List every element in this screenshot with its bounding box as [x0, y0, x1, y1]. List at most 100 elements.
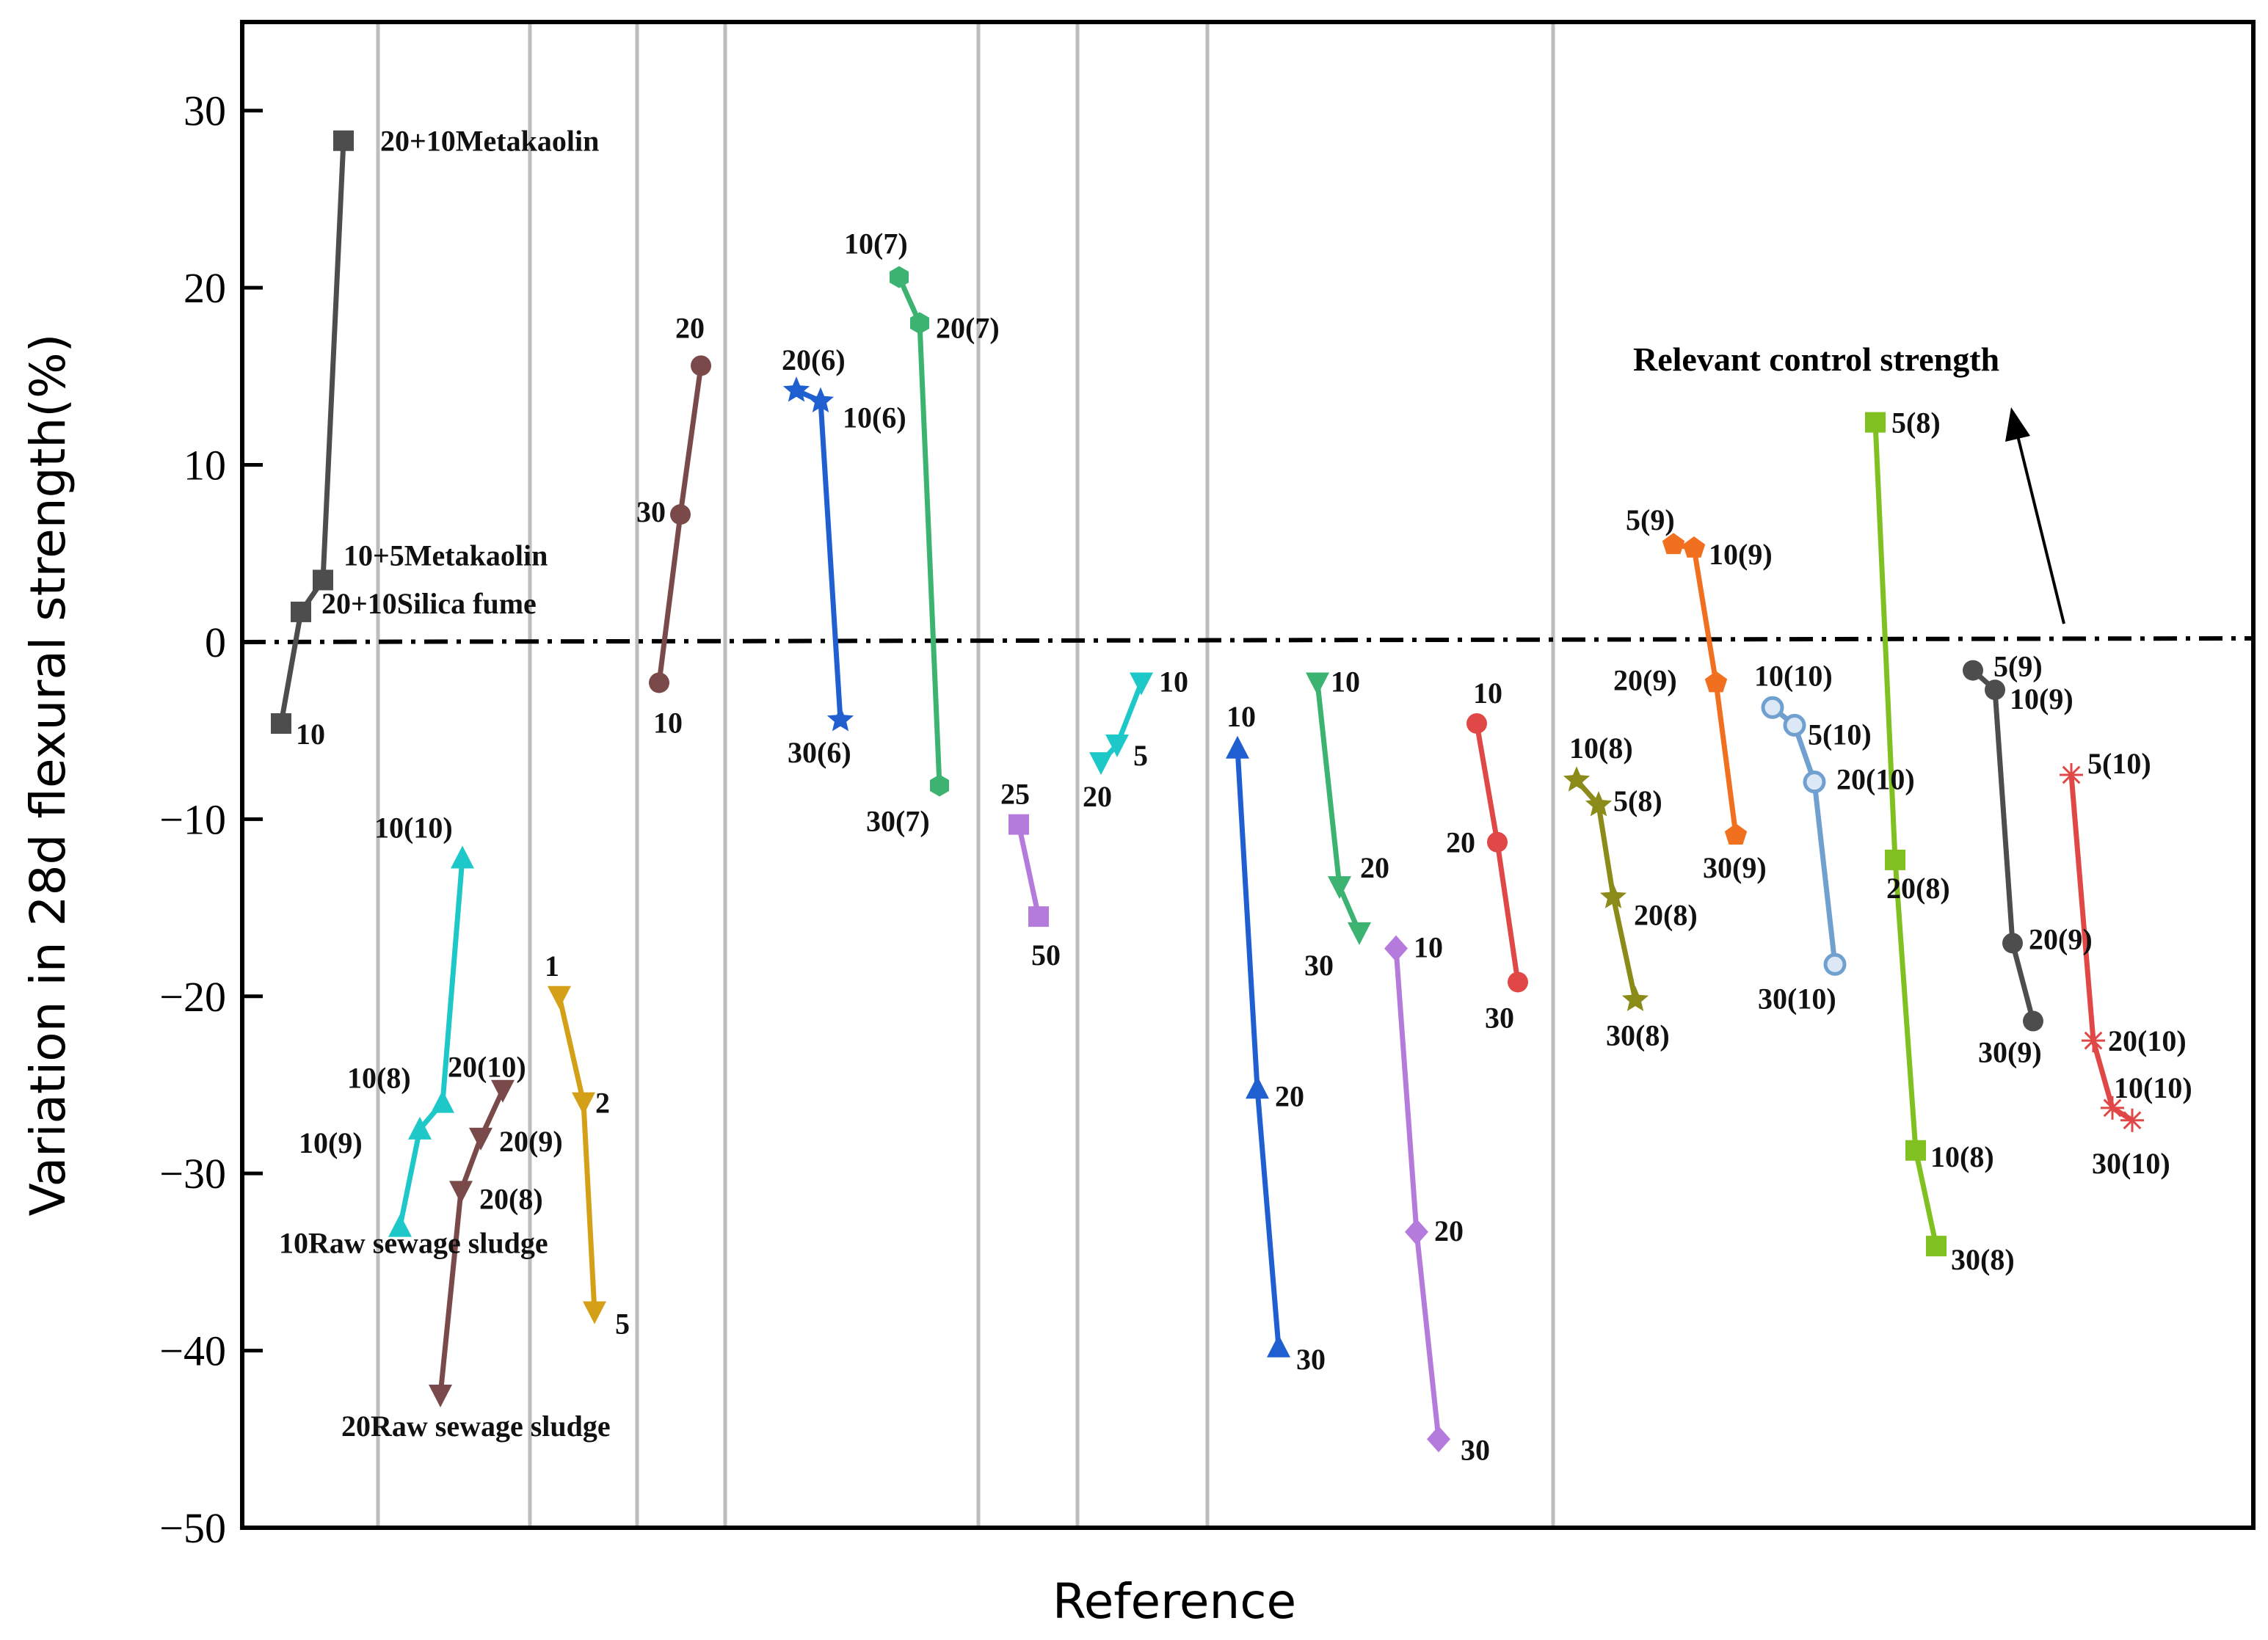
series-18-point-4	[2023, 1010, 2043, 1032]
series-15-point-2	[1682, 536, 1706, 558]
x-axis-label: Reference	[1053, 1573, 1296, 1630]
series-5-point-1	[649, 672, 669, 693]
series-3-line	[437, 1089, 506, 1396]
series-17-label-3: 10(8)	[1930, 1140, 1994, 1173]
series-2-point-3	[431, 1090, 454, 1113]
series-2-point-2	[408, 1116, 432, 1140]
series-6-label-1: 20(6)	[782, 343, 846, 376]
series-7-point-2	[910, 312, 929, 335]
series-6	[782, 376, 854, 732]
series-8-point-2	[1028, 906, 1049, 927]
series-12-point-3	[1427, 1426, 1450, 1453]
series-11-point-2	[1328, 876, 1351, 900]
series-18-point-1	[1963, 660, 1983, 681]
series-17-label-4: 30(8)	[1951, 1243, 2015, 1276]
series-9-point-3	[1130, 672, 1153, 696]
series-10	[1226, 735, 1290, 1357]
series-2-label-1: 10Raw sewage sludge	[279, 1227, 548, 1260]
series-2-label-3: 10(8)	[347, 1062, 411, 1095]
series-3-label-3: 20(9)	[499, 1125, 563, 1158]
series-19-point-2-stroke-3	[2084, 1031, 2103, 1050]
series-11-label-1: 10	[1331, 665, 1360, 698]
series-19	[2060, 763, 2144, 1132]
series-12-label-2: 20	[1434, 1214, 1464, 1247]
series-19-label-3: 10(10)	[2114, 1071, 2192, 1104]
series-4-point-3	[583, 1301, 606, 1324]
series-15-label-3: 20(9)	[1613, 663, 1677, 696]
series-19-point-1-stroke-3	[2062, 765, 2081, 784]
series-6-point-2	[807, 387, 835, 412]
group-separators	[376, 22, 1555, 1528]
series-13-point-3	[1508, 972, 1528, 993]
control-annotation-arrow-head	[2005, 407, 2030, 442]
series-19-label-2: 20(10)	[2108, 1024, 2187, 1057]
series-18	[1963, 660, 2043, 1032]
series-6-point-1	[782, 376, 810, 402]
series-14-point-2	[1585, 791, 1613, 817]
series-16	[1761, 696, 1847, 976]
series-4-point-2	[572, 1092, 595, 1115]
series-14-label-1: 10(8)	[1569, 732, 1633, 765]
series-15-label-2: 10(9)	[1709, 538, 1773, 571]
series-18-point-3	[2002, 933, 2023, 954]
series-10-point-1	[1226, 735, 1249, 759]
series-2-label-2: 10(9)	[299, 1126, 363, 1159]
series-18-label-1: 5(9)	[1993, 650, 2043, 683]
series-7-label-2: 20(7)	[936, 311, 1000, 344]
series-7-point-1	[890, 266, 909, 288]
series-layer	[271, 130, 2144, 1453]
y-tick-label-1: 20	[183, 264, 226, 312]
control-annotation-arrow-shaft	[2016, 432, 2065, 624]
series-12-label-3: 30	[1461, 1433, 1490, 1466]
series-15-label-4: 30(9)	[1703, 851, 1767, 884]
series-16-label-4: 30(10)	[1758, 982, 1836, 1015]
series-14-point-4	[1621, 985, 1649, 1011]
series-3-point-1	[429, 1384, 452, 1407]
series-10-label-2: 20	[1275, 1079, 1304, 1112]
series-17-point-3	[1905, 1140, 1926, 1161]
plot-frame	[240, 20, 2256, 1530]
series-12	[1384, 935, 1450, 1453]
series-4-label-1: 1	[545, 950, 559, 983]
series-16-point-3	[1803, 770, 1826, 794]
series-10-point-3	[1267, 1334, 1290, 1357]
series-8-point-1	[1008, 814, 1029, 835]
y-tick-label-4: −10	[159, 795, 226, 843]
series-4-point-1	[548, 985, 571, 1009]
series-16-line	[1770, 705, 1838, 965]
series-17-point-2	[1885, 849, 1905, 870]
series-1-point-3	[313, 569, 333, 591]
series-15-point-4	[1724, 823, 1748, 845]
series-2-point-1	[388, 1214, 412, 1237]
series-5-point-2	[670, 504, 691, 525]
series-9-label-2: 5	[1133, 739, 1148, 772]
series-12-point-1	[1384, 935, 1408, 962]
series-7-point-3	[930, 774, 949, 797]
series-2-point-4	[451, 845, 474, 869]
series-5-label-2: 30	[636, 495, 666, 528]
series-13-label-2: 20	[1446, 826, 1475, 859]
series-12-point-2	[1405, 1218, 1428, 1245]
series-19-point-1	[2060, 763, 2083, 787]
series-17-label-2: 20(8)	[1886, 872, 1950, 905]
series-18-line	[1971, 668, 2036, 1022]
series-15-label-1: 5(9)	[1626, 503, 1675, 536]
series-19-point-4-stroke-3	[2123, 1111, 2142, 1130]
series-17-point-1	[1865, 412, 1886, 433]
series-1-line	[278, 140, 346, 724]
series-8	[1008, 814, 1049, 927]
control-annotation: Relevant control strength	[1633, 340, 2065, 624]
series-6-label-2: 10(6)	[843, 401, 906, 434]
series-18-point-2	[1985, 679, 2005, 701]
series-14-line	[1574, 778, 1638, 1001]
series-8-label-2: 50	[1031, 939, 1061, 972]
series-7-label-1: 10(7)	[844, 227, 908, 260]
y-tick-label-5: −20	[159, 973, 226, 1021]
series-18-label-4: 30(9)	[1978, 1036, 2042, 1069]
series-14-point-1	[1563, 766, 1591, 792]
series-12-label-1: 10	[1414, 931, 1443, 964]
series-11	[1306, 672, 1371, 945]
series-19-label-4: 30(10)	[2092, 1147, 2170, 1180]
series-15-point-1	[1662, 533, 1685, 555]
